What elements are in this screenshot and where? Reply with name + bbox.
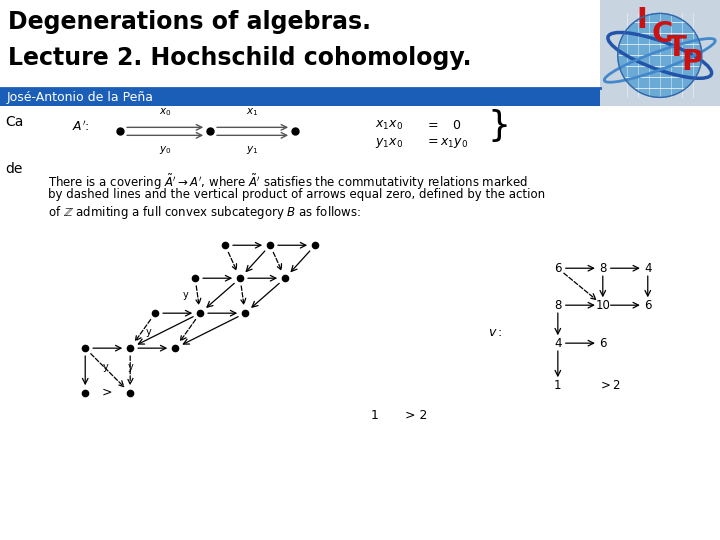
Text: Ca: Ca — [5, 116, 24, 130]
Text: > 2: > 2 — [405, 409, 428, 422]
Text: $x_0$: $x_0$ — [159, 106, 171, 118]
Text: Degenerations of algebras.: Degenerations of algebras. — [9, 10, 372, 35]
Text: 6: 6 — [554, 262, 562, 275]
Text: $x_1x_0$: $x_1x_0$ — [375, 119, 403, 132]
Text: 8: 8 — [554, 299, 562, 312]
Text: 4: 4 — [554, 336, 562, 350]
Text: of $\mathbb{Z}$ admiting a full convex subcategory $B$ as follows:: of $\mathbb{Z}$ admiting a full convex s… — [48, 204, 361, 221]
Bar — [0, 89, 600, 106]
Bar — [0, 1, 600, 89]
Text: y: y — [102, 362, 108, 372]
Text: $v :$: $v :$ — [488, 326, 503, 339]
Text: I: I — [636, 6, 648, 35]
Text: $> 2$: $> 2$ — [598, 379, 621, 392]
Text: y: y — [182, 290, 188, 300]
Bar — [600, 1, 720, 120]
Text: y: y — [145, 327, 151, 337]
Text: $y_1x_0$: $y_1x_0$ — [375, 136, 403, 150]
Text: 10: 10 — [595, 299, 611, 312]
Text: y: y — [127, 362, 133, 372]
Text: José-Antonio de la Peña: José-Antonio de la Peña — [6, 91, 153, 104]
Text: 8: 8 — [599, 262, 606, 275]
Text: }: } — [488, 109, 511, 143]
Text: 6: 6 — [599, 336, 606, 350]
Bar — [0, 106, 720, 540]
Circle shape — [618, 14, 702, 97]
Text: P: P — [682, 49, 703, 76]
Text: 1: 1 — [371, 409, 379, 422]
Text: $x_1$: $x_1$ — [246, 106, 258, 118]
Text: $= x_1y_0$: $= x_1y_0$ — [425, 136, 468, 150]
Text: Lecture 2. Hochschild cohomology.: Lecture 2. Hochschild cohomology. — [9, 46, 472, 70]
Text: $y_1$: $y_1$ — [246, 144, 258, 156]
Text: 6: 6 — [644, 299, 652, 312]
Text: C: C — [652, 21, 673, 49]
Text: 4: 4 — [644, 262, 652, 275]
Text: 1: 1 — [554, 379, 562, 392]
Text: by dashed lines and the vertical product of arrows equal zero, defined by the ac: by dashed lines and the vertical product… — [48, 188, 545, 201]
Text: T: T — [667, 35, 687, 63]
Text: >: > — [102, 386, 112, 399]
Text: $A'$:: $A'$: — [72, 119, 90, 134]
Text: $y_0$: $y_0$ — [159, 144, 171, 156]
Text: $= \quad 0$: $= \quad 0$ — [425, 119, 462, 132]
Text: There is a covering $\tilde{A}' \to A'$, where $\tilde{A}'$ satisfies the commut: There is a covering $\tilde{A}' \to A'$,… — [48, 172, 528, 192]
Text: de: de — [5, 163, 22, 176]
